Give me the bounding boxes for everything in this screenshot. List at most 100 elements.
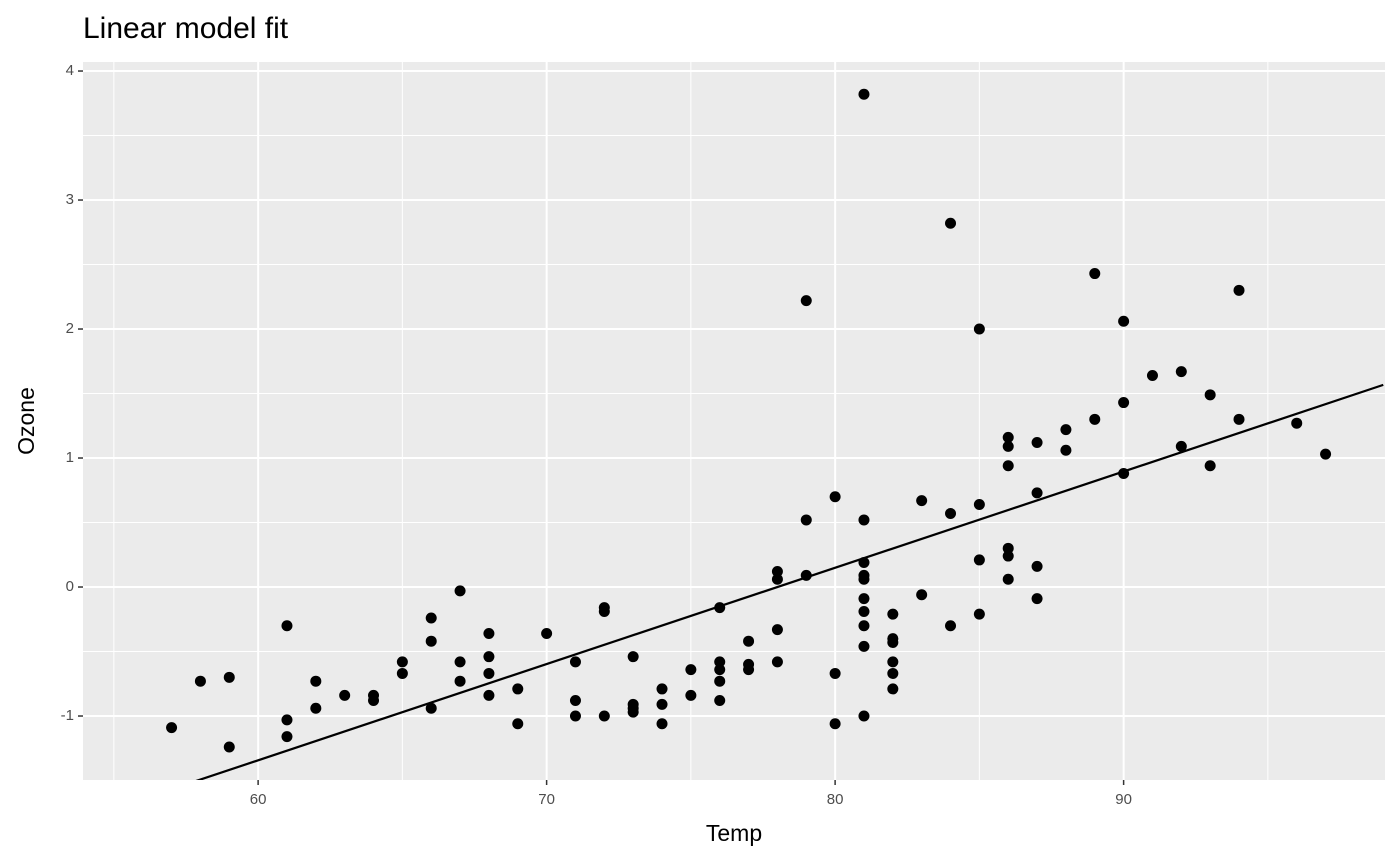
point xyxy=(1089,268,1101,280)
point xyxy=(483,689,495,701)
point xyxy=(1146,369,1158,381)
y-tick-label: 4 xyxy=(66,62,74,79)
y-tick-label: 2 xyxy=(66,320,74,337)
point xyxy=(973,608,985,620)
y-tick-label: 0 xyxy=(66,578,74,595)
point xyxy=(771,573,783,585)
point xyxy=(1002,573,1014,585)
point xyxy=(598,710,610,722)
point xyxy=(685,689,697,701)
point xyxy=(454,656,466,668)
x-tick-label: 60 xyxy=(250,791,267,808)
point xyxy=(1175,440,1187,452)
point xyxy=(916,589,928,601)
point xyxy=(858,573,870,585)
point xyxy=(396,656,408,668)
point xyxy=(945,620,957,632)
point xyxy=(829,667,841,679)
point xyxy=(368,695,380,707)
chart-title: Linear model fit xyxy=(83,12,289,45)
x-axis-title: Temp xyxy=(706,820,762,846)
point xyxy=(1002,550,1014,562)
point xyxy=(425,612,437,624)
point xyxy=(425,702,437,714)
point xyxy=(396,667,408,679)
point xyxy=(714,664,726,676)
point xyxy=(1031,560,1043,572)
point xyxy=(627,651,639,663)
point xyxy=(483,627,495,639)
point xyxy=(281,714,293,726)
point xyxy=(194,675,206,687)
point xyxy=(310,702,322,714)
point xyxy=(512,683,524,695)
point xyxy=(1031,437,1043,449)
point xyxy=(887,667,899,679)
point xyxy=(454,675,466,687)
point xyxy=(541,627,553,639)
point xyxy=(858,606,870,618)
point xyxy=(166,722,178,734)
point xyxy=(714,695,726,707)
point xyxy=(1031,487,1043,499)
point xyxy=(887,636,899,648)
point xyxy=(973,498,985,510)
point xyxy=(281,620,293,632)
point xyxy=(1204,389,1216,401)
point xyxy=(483,651,495,663)
point xyxy=(945,507,957,519)
point xyxy=(743,664,755,676)
point xyxy=(829,491,841,503)
y-tick-label: 1 xyxy=(66,449,74,466)
point xyxy=(945,217,957,229)
point xyxy=(743,635,755,647)
point xyxy=(858,710,870,722)
plot-area xyxy=(166,88,1384,780)
point xyxy=(598,606,610,618)
point xyxy=(1118,315,1130,327)
point xyxy=(1002,460,1014,472)
point xyxy=(858,640,870,652)
point xyxy=(714,656,726,668)
point xyxy=(800,514,812,526)
point xyxy=(310,675,322,687)
point xyxy=(483,667,495,679)
point xyxy=(656,698,668,710)
y-axis-title: Ozone xyxy=(13,387,39,455)
fit-line xyxy=(195,383,1384,780)
point xyxy=(1233,284,1245,296)
point xyxy=(1118,397,1130,409)
point xyxy=(1031,593,1043,605)
point xyxy=(887,656,899,668)
point xyxy=(858,514,870,526)
point xyxy=(887,683,899,695)
point xyxy=(829,718,841,730)
x-tick-label: 80 xyxy=(827,791,844,808)
point xyxy=(656,683,668,695)
point xyxy=(1291,417,1303,429)
point xyxy=(685,664,697,676)
y-tick-label: 3 xyxy=(66,191,74,208)
point xyxy=(1175,366,1187,378)
point xyxy=(887,608,899,620)
point xyxy=(339,689,351,701)
point xyxy=(973,554,985,566)
point xyxy=(771,624,783,636)
point xyxy=(771,656,783,668)
point xyxy=(569,695,581,707)
point xyxy=(512,718,524,730)
point xyxy=(714,675,726,687)
point xyxy=(656,718,668,730)
point xyxy=(1204,460,1216,472)
point xyxy=(223,741,235,753)
point xyxy=(1233,413,1245,425)
x-tick-label: 90 xyxy=(1115,791,1132,808)
point xyxy=(858,593,870,605)
point xyxy=(627,706,639,718)
point xyxy=(1002,542,1014,554)
point xyxy=(1060,424,1072,436)
point xyxy=(454,585,466,597)
y-tick-label: -1 xyxy=(61,707,74,724)
point xyxy=(1002,431,1014,443)
